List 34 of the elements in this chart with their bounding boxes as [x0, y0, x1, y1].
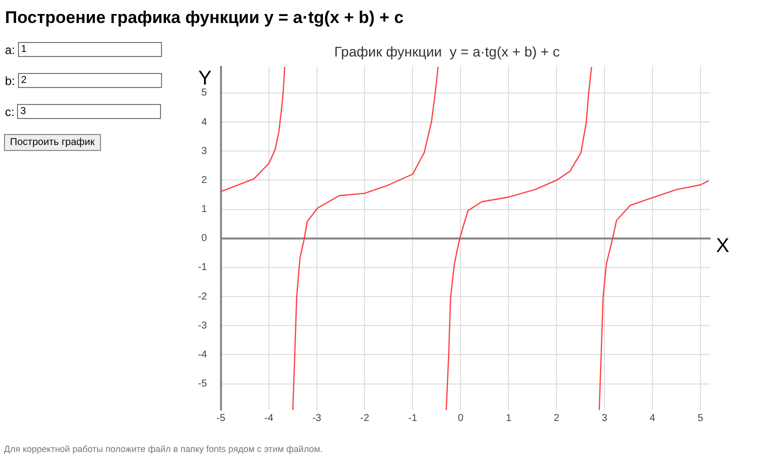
y-tick-label: 3 [201, 146, 208, 157]
text-field: 3 [17, 104, 162, 119]
y-tick-label: -5 [198, 378, 208, 390]
x-tick-label: 4 [650, 412, 656, 424]
x-tick-label: -2 [360, 412, 370, 424]
y-tick-label: 2 [201, 174, 208, 186]
chart-subtitle: График функции y = a·tg(x + b) + c [334, 43, 560, 60]
text: b: [5, 74, 16, 88]
text-field: 2 [18, 73, 162, 88]
y-tick-label: 0 [201, 233, 208, 244]
x-tick-label: -1 [408, 412, 418, 424]
y-axis-title: Y [198, 67, 212, 90]
y-tick-label: -2 [198, 291, 208, 302]
y-tick-label: -4 [198, 349, 208, 360]
x-tick-label: 5 [698, 412, 704, 424]
text: a: [5, 42, 16, 56]
y-tick-label: 4 [201, 116, 208, 128]
text: c: [5, 104, 14, 118]
x-tick-label: 2 [554, 412, 560, 424]
x-tick-label: 0 [458, 412, 464, 424]
x-tick-label: -4 [264, 412, 274, 424]
x-tick-label: 1 [506, 412, 512, 424]
y-tick-label: -3 [198, 320, 208, 332]
text-field: 1 [18, 42, 162, 57]
y-tick-label: 5 [201, 88, 208, 99]
y-tick-label: -1 [198, 262, 208, 274]
x-tick-label: 3 [602, 412, 608, 424]
y-tick-label: 1 [201, 204, 208, 216]
chart-title: Построение графика функции y = a·tg(x + b) + c [5, 8, 404, 28]
x-tick-label: -3 [312, 412, 322, 424]
x-tick-label: -5 [216, 412, 226, 424]
x-axis-title: X [716, 234, 730, 257]
text: Для корректной работы положите файл в папку fonts рядом с этим файлом. [4, 444, 323, 454]
button: Построить график [4, 134, 101, 151]
